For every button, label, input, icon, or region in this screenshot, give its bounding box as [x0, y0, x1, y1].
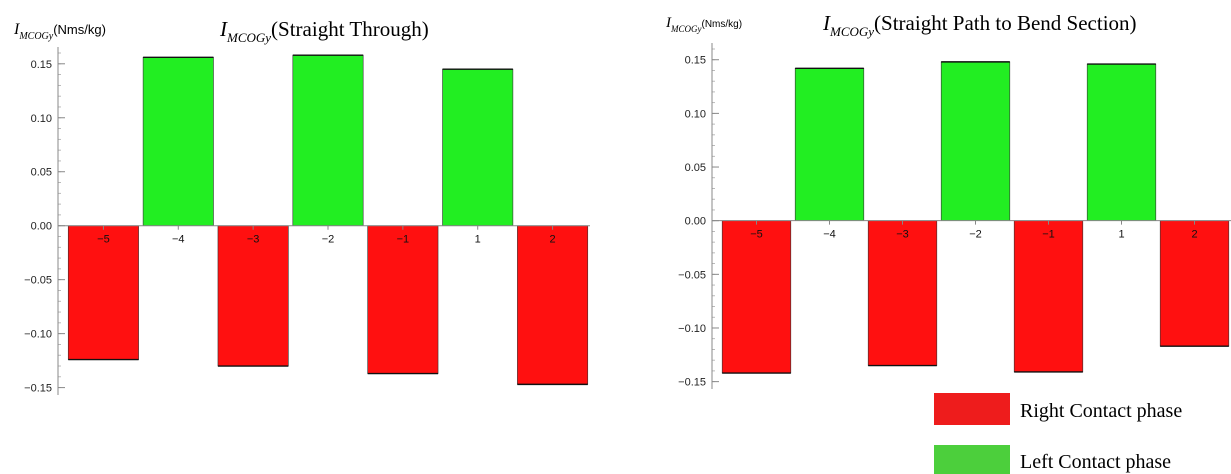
- x-tick-label: −5: [97, 234, 110, 246]
- bar-right: [1013, 220, 1084, 373]
- bar-right: [1159, 220, 1230, 347]
- bar-right: [367, 225, 439, 374]
- chart-title-2: IMCOGy(Straight Path to Bend Section): [822, 11, 1137, 39]
- y-tick-label: 0.10: [685, 108, 706, 120]
- x-tick-label: −1: [1042, 229, 1055, 241]
- x-tick-label: 1: [475, 234, 481, 246]
- bar-right: [721, 220, 792, 374]
- y-axis-label-1: IMCOGy(Nms/kg): [13, 21, 106, 42]
- y-tick-label: −0.10: [678, 323, 706, 335]
- legend: Right Contact phase Left Contact phase: [934, 393, 1182, 474]
- y-tick-label: 0.05: [685, 162, 706, 174]
- chart-panel-1: IMCOGy(Nms/kg) IMCOGy(Straight Through) …: [13, 17, 590, 395]
- y-tick-label: 0.15: [31, 59, 52, 71]
- y-tick-label: −0.15: [24, 383, 52, 395]
- bar-right: [867, 220, 938, 366]
- y-tick-label: 0.10: [31, 113, 52, 125]
- y-tick-label: 0.05: [31, 167, 52, 179]
- bar-left: [940, 61, 1011, 221]
- bar-left: [794, 68, 865, 221]
- bar-right: [517, 225, 589, 385]
- bar-left: [142, 57, 214, 226]
- y-tick-label: −0.05: [678, 269, 706, 281]
- x-tick-label: −2: [969, 229, 982, 241]
- x-tick-label: 1: [1118, 229, 1124, 241]
- x-tick-label: −3: [896, 229, 909, 241]
- y-tick-label: −0.05: [24, 275, 52, 287]
- x-tick-label: −1: [397, 234, 410, 246]
- x-tick-label: −5: [750, 229, 763, 241]
- y-tick-label: 0.15: [685, 55, 706, 67]
- y-tick-label: −0.15: [678, 377, 706, 389]
- y-tick-label: 0.00: [31, 221, 52, 233]
- x-tick-label: −4: [823, 229, 836, 241]
- legend-swatch-right: [934, 393, 1010, 425]
- x-tick-label: −4: [172, 234, 185, 246]
- y-tick-label: 0.00: [685, 216, 706, 228]
- plot-area-2: 0.15 0.10 0.05 0.00 −0.05 −0.10 −0.15 −5 −4 −3 −2 −…: [678, 43, 1231, 389]
- x-tick-label: 2: [550, 234, 556, 246]
- legend-swatch-left: [934, 445, 1010, 474]
- bar-left: [1086, 63, 1157, 221]
- bar-right: [67, 225, 139, 360]
- bar-left: [442, 68, 514, 226]
- bar-right: [217, 225, 289, 367]
- x-tick-label: −2: [322, 234, 335, 246]
- plot-area-1: 0.15 0.10 0.05 0.00 −0.05 −0.10 −0.15 −5 −4 −3 −2 −…: [24, 47, 590, 395]
- x-tick-label: 2: [1191, 229, 1197, 241]
- y-tick-label: −0.10: [24, 329, 52, 341]
- legend-label-left: Left Contact phase: [1020, 451, 1171, 473]
- chart-title-1: IMCOGy(Straight Through): [219, 17, 429, 45]
- x-tick-label: −3: [247, 234, 260, 246]
- legend-label-right: Right Contact phase: [1020, 400, 1182, 422]
- bar-left: [292, 54, 364, 226]
- chart-panel-2: IMCOGy(Nms/kg) IMCOGy(Straight Path to B…: [665, 11, 1231, 389]
- y-axis-label-2: IMCOGy(Nms/kg): [665, 15, 742, 34]
